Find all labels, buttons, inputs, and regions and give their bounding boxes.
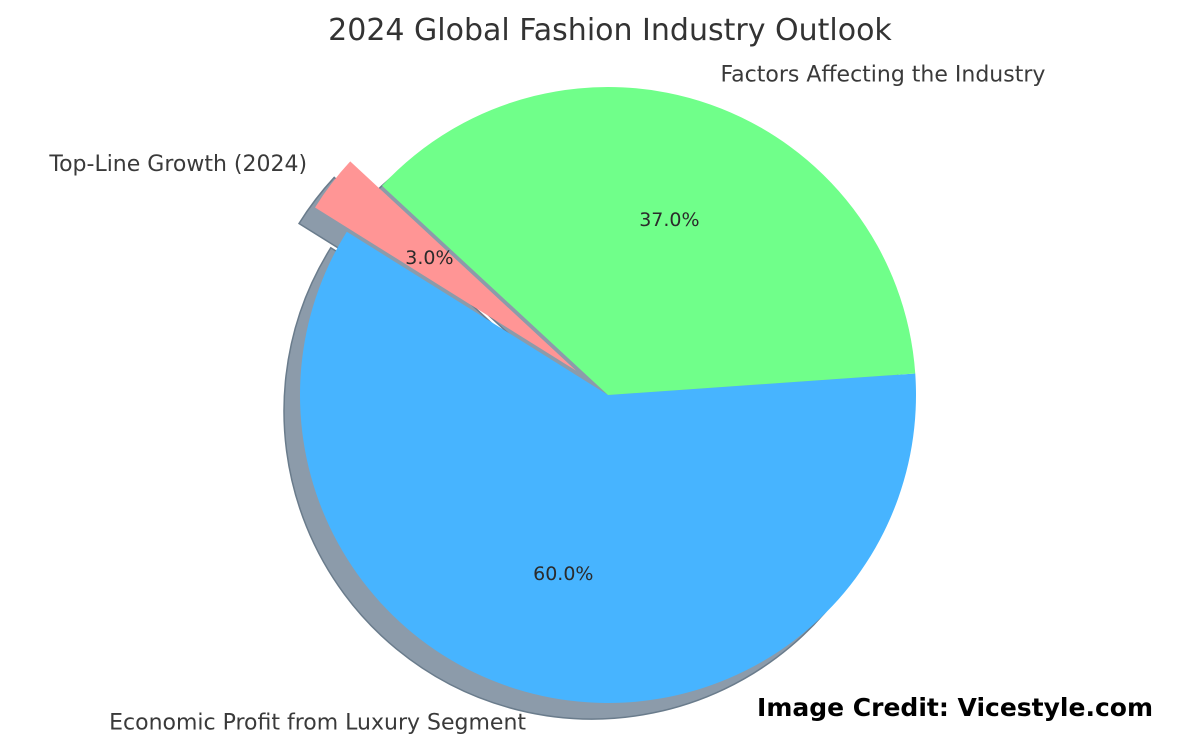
slice-percent-economic-profit-from-luxury-segment: 60.0% <box>533 563 593 585</box>
pie-slice-economic-profit-from-luxury-segment <box>300 231 917 704</box>
pie-slice-factors-affecting-the-industry <box>382 86 916 396</box>
slice-label-factors-affecting-the-industry: Factors Affecting the Industry <box>721 62 1046 87</box>
pie-labels: Economic Profit from Luxury Segment 60.0%… <box>48 62 1045 735</box>
image-credit: Image Credit: Vicestyle.com <box>757 693 1153 722</box>
slice-percent-top-line-growth-2024: 3.0% <box>405 247 453 269</box>
pie-slice-top-line-growth-2024 <box>315 161 577 371</box>
slice-label-top-line-growth-2024: Top-Line Growth (2024) <box>48 152 307 177</box>
slice-label-economic-profit-from-luxury-segment: Economic Profit from Luxury Segment <box>109 711 526 736</box>
chart-title: 2024 Global Fashion Industry Outlook <box>328 13 892 48</box>
slice-percent-factors-affecting-the-industry: 37.0% <box>639 209 699 231</box>
pie-slices <box>300 86 917 704</box>
